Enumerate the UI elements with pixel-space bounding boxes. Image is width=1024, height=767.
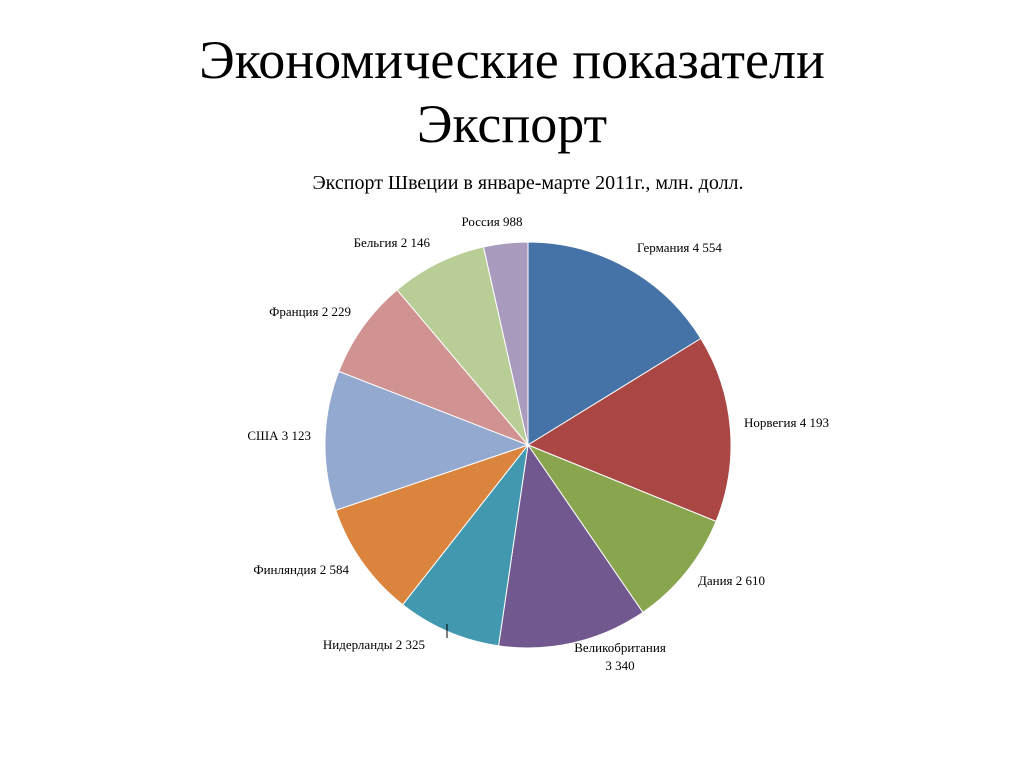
slice-label-9: Бельгия 2 146 (354, 235, 431, 250)
slide-title: Экономические показатели Экспорт (0, 28, 1024, 156)
slice-label-3: Дания 2 610 (698, 573, 765, 588)
slice-label-2: Норвегия 4 193 (744, 415, 829, 430)
slice-labels: Германия 4 554 Норвегия 4 193 Дания 2 610 В… (247, 214, 829, 673)
pie-slice-9 (396, 246, 529, 446)
pie-slice-2 (526, 337, 732, 523)
slice-label-4: Великобритания 3 340 (574, 640, 666, 673)
slice-label-8: Франция 2 229 (269, 304, 351, 319)
pie-slice-10 (482, 241, 529, 446)
pie-slice-3 (526, 443, 717, 614)
pie-slice-6 (335, 443, 530, 606)
pie-slices (324, 241, 732, 649)
pie-slice-5 (401, 443, 529, 647)
slice-label-5: Нидерланды 2 325 (323, 637, 425, 652)
slice-label-1: Германия 4 554 (637, 240, 722, 255)
slice-label-6: Финляндия 2 584 (253, 562, 349, 577)
slide-title-line-2: Экспорт (416, 94, 608, 154)
pie-slice-4 (497, 443, 644, 649)
slide-title-line-1: Экономические показатели (199, 30, 825, 90)
slice-label-7: США 3 123 (247, 428, 311, 443)
pie-slice-8 (338, 289, 529, 446)
slice-label-10: Россия 988 (462, 214, 523, 229)
chart-title: Экспорт Швеции в январе-марте 2011г., мл… (312, 172, 744, 194)
pie-slice-7 (324, 370, 530, 511)
pie-slice-1 (527, 241, 702, 446)
